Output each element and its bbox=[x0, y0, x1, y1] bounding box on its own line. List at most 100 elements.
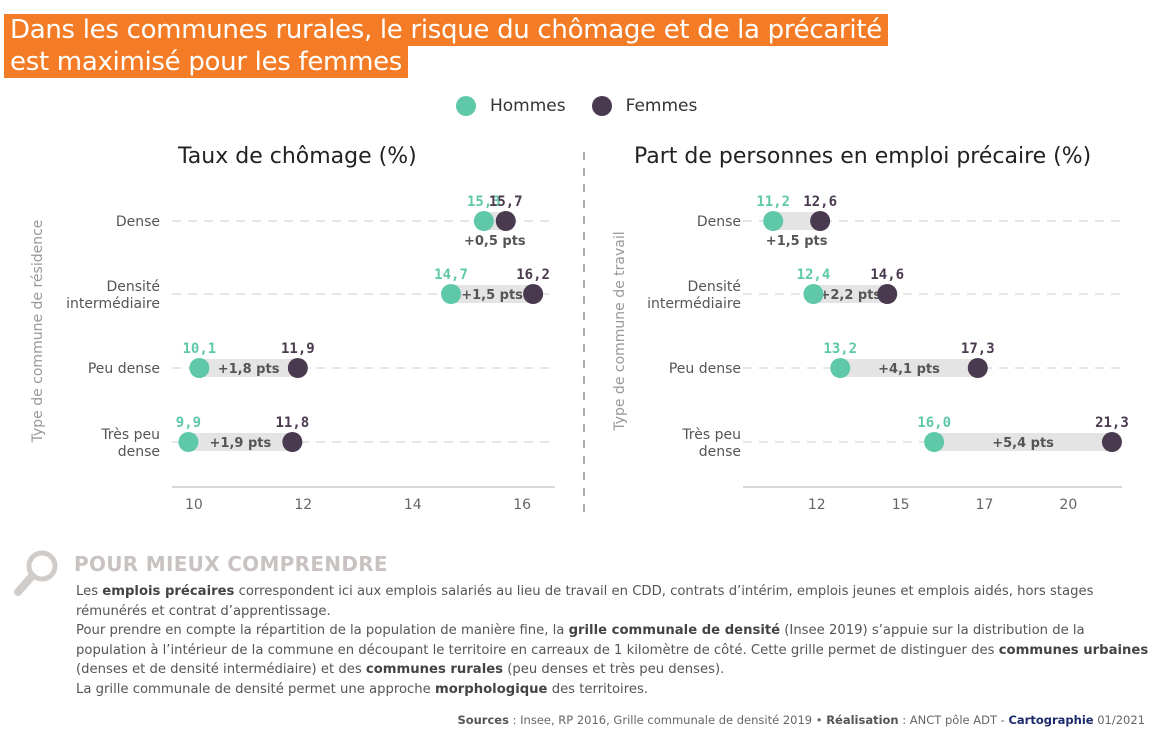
point-femmes bbox=[495, 211, 516, 231]
info-text: (Insee 2019) s’appuie sur la distributio… bbox=[76, 623, 1085, 658]
point-femmes bbox=[810, 211, 831, 231]
sources-line: Sources : Insee, RP 2016, Grille communa… bbox=[457, 713, 1145, 727]
value-label-hommes: 14,7 bbox=[434, 267, 468, 283]
charts-canvas: Type de commune de résidence 10 12 14 16 Dens… bbox=[30, 152, 1129, 515]
x-tick-label: 12 bbox=[808, 497, 826, 513]
title-line-1: Dans les communes rurales, le risque du … bbox=[4, 14, 888, 46]
title-line-2: est maximisé pour les femmes bbox=[4, 46, 409, 78]
chart-title-precaire: Part de personnes en emploi précaire (%) bbox=[634, 144, 1092, 169]
point-hommes bbox=[473, 211, 494, 231]
difference-label: +0,5 pts bbox=[464, 234, 526, 249]
point-hommes bbox=[178, 432, 199, 452]
value-label-femmes: 17,3 bbox=[961, 341, 995, 357]
value-label-femmes: 16,2 bbox=[516, 267, 550, 283]
info-text: (peu denses et très peu denses). bbox=[503, 662, 725, 677]
info-keyword: morphologique bbox=[434, 681, 548, 697]
x-tick-label: 15 bbox=[892, 497, 910, 513]
point-femmes bbox=[1101, 432, 1122, 452]
legend: Hommes Femmes bbox=[456, 96, 723, 116]
info-text: (denses et de densité intermédiaire) et … bbox=[76, 662, 366, 677]
difference-label: +1,5 pts bbox=[766, 234, 828, 249]
info-keyword: emplois précaires bbox=[102, 584, 235, 599]
point-hommes bbox=[441, 284, 462, 304]
category-label: dense bbox=[699, 444, 741, 460]
value-label-femmes: 11,8 bbox=[276, 415, 310, 431]
category-label: Très peu bbox=[681, 427, 741, 443]
y-axis-label: Type de commune de résidence bbox=[30, 220, 46, 444]
category-label: intermédiaire bbox=[66, 296, 160, 312]
value-label-femmes: 11,9 bbox=[281, 341, 315, 357]
difference-label: +5,4 pts bbox=[992, 436, 1054, 451]
difference-label: +1,5 pts bbox=[461, 288, 523, 303]
gap-bar bbox=[934, 433, 1112, 451]
value-label-femmes: 12,6 bbox=[803, 194, 837, 210]
chart-title-chomage: Taux de chômage (%) bbox=[178, 144, 417, 169]
gap-bar bbox=[451, 285, 534, 303]
info-text: Pour prendre en compte la répartition de… bbox=[76, 623, 569, 638]
value-label-femmes: 21,3 bbox=[1095, 415, 1129, 431]
x-tick-label: 20 bbox=[1059, 497, 1077, 513]
category-label: Dense bbox=[116, 214, 160, 230]
point-hommes bbox=[763, 211, 784, 231]
info-text: La grille communale de densité permet un… bbox=[76, 681, 435, 697]
category-label: intermédiaire bbox=[647, 296, 741, 312]
x-tick-label: 12 bbox=[294, 497, 312, 513]
gap-bar bbox=[840, 359, 978, 377]
date-text: 01/2021 bbox=[1093, 713, 1145, 727]
point-hommes bbox=[803, 284, 824, 304]
value-label-hommes: 9,9 bbox=[176, 415, 201, 431]
value-label-hommes: 10,1 bbox=[182, 341, 216, 357]
legend-swatch-hommes bbox=[456, 96, 476, 116]
value-label-hommes: 16,0 bbox=[917, 415, 951, 431]
value-label-hommes: 11,2 bbox=[756, 194, 790, 210]
gap-bar bbox=[773, 212, 821, 230]
info-text: Les bbox=[76, 584, 103, 599]
point-femmes bbox=[287, 358, 308, 378]
x-tick-label: 17 bbox=[976, 497, 994, 513]
info-title: POUR MIEUX COMPRENDRE bbox=[74, 552, 388, 576]
x-tick-label: 10 bbox=[185, 497, 203, 513]
gap-bar bbox=[188, 433, 293, 451]
gap-bar bbox=[199, 359, 298, 377]
info-text: des territoires. bbox=[547, 681, 649, 697]
point-hommes bbox=[189, 358, 210, 378]
value-label-hommes: 15,3 bbox=[467, 194, 501, 210]
info-body: Les emplois précaires correspondent ici … bbox=[76, 582, 1156, 699]
y-axis-label: Type de commune de travail bbox=[612, 231, 628, 431]
category-label: Densité bbox=[106, 279, 160, 295]
sources-text: : Insee, RP 2016, Grille communale de de… bbox=[508, 713, 827, 727]
legend-item-hommes: Hommes bbox=[456, 96, 566, 116]
x-tick-label: 14 bbox=[404, 497, 422, 513]
magnifier-icon bbox=[14, 550, 58, 596]
legend-label-hommes: Hommes bbox=[490, 96, 566, 116]
realisation-label: Réalisation bbox=[826, 713, 899, 727]
category-label: Dense bbox=[697, 214, 741, 230]
info-keyword: communes urbaines bbox=[998, 642, 1149, 658]
realisation-text: : ANCT pôle ADT - bbox=[898, 713, 1009, 727]
difference-label: +2,2 pts bbox=[819, 288, 881, 303]
category-label: Très peu bbox=[100, 427, 160, 443]
difference-label: +1,9 pts bbox=[210, 436, 272, 451]
x-tick-label: 16 bbox=[513, 497, 531, 513]
difference-label: +4,1 pts bbox=[878, 362, 940, 377]
cartographie-label: Cartographie bbox=[1008, 713, 1094, 727]
gap-bar bbox=[813, 285, 888, 303]
point-hommes bbox=[924, 432, 945, 452]
difference-label: +1,8 pts bbox=[218, 362, 280, 377]
point-femmes bbox=[967, 358, 988, 378]
legend-swatch-femmes bbox=[591, 96, 612, 116]
category-label: Peu dense bbox=[669, 361, 741, 377]
value-label-femmes: 15,7 bbox=[489, 194, 523, 210]
value-label-hommes: 13,2 bbox=[823, 341, 857, 357]
info-keyword: grille communale de densité bbox=[568, 623, 781, 638]
point-femmes bbox=[282, 432, 303, 452]
info-keyword: communes rurales bbox=[365, 662, 504, 677]
value-label-femmes: 14,6 bbox=[870, 267, 904, 283]
sources-label: Sources bbox=[457, 713, 509, 727]
point-femmes bbox=[877, 284, 898, 304]
value-label-hommes: 12,4 bbox=[797, 267, 831, 283]
info-text: correspondent ici aux emplois salariés a… bbox=[76, 584, 1094, 619]
category-label: dense bbox=[118, 444, 160, 460]
legend-label-femmes: Femmes bbox=[625, 96, 698, 116]
point-femmes bbox=[523, 284, 544, 304]
